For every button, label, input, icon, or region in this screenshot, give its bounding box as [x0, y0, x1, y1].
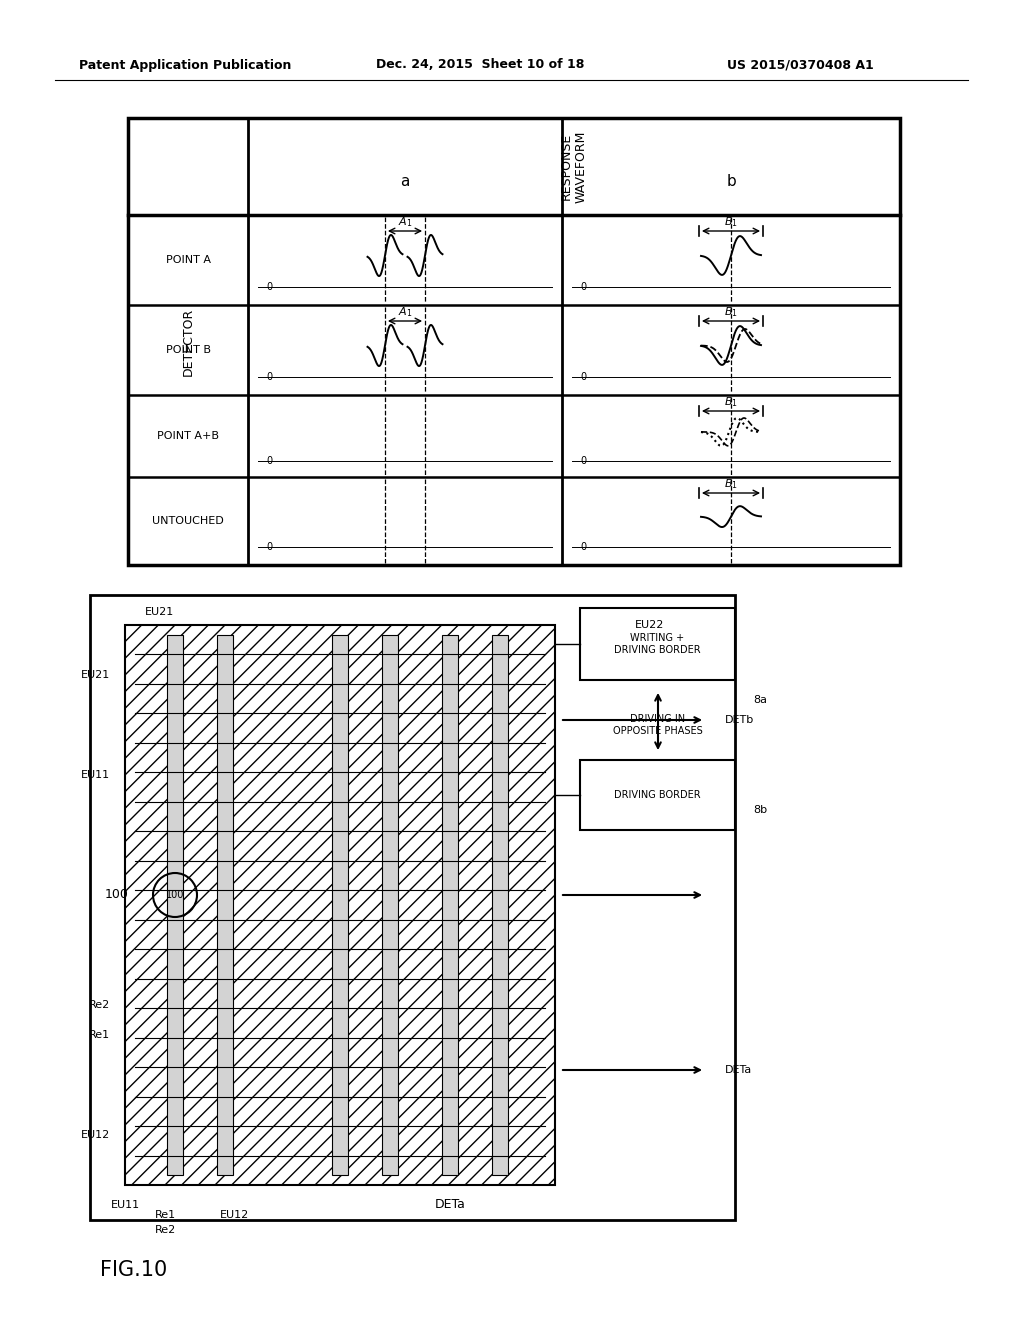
Bar [332, 635, 348, 1175]
Text: EU12: EU12 [81, 1130, 110, 1140]
Text: 0: 0 [266, 372, 272, 381]
Bar [382, 635, 398, 1175]
Text: EU11: EU11 [111, 1200, 139, 1210]
Text: $B_1$: $B_1$ [724, 215, 738, 228]
Text: b: b [726, 174, 736, 189]
Text: 0: 0 [266, 282, 272, 292]
Text: 8b: 8b [753, 805, 767, 814]
Bar [90, 595, 735, 1220]
Bar [442, 635, 458, 1175]
Text: 0: 0 [266, 455, 272, 466]
Text: Patent Application Publication: Patent Application Publication [79, 58, 291, 71]
Text: 0: 0 [266, 543, 272, 552]
Text: Re2: Re2 [155, 1225, 176, 1236]
Text: POINT B: POINT B [166, 345, 211, 355]
Text: Re1: Re1 [155, 1210, 176, 1220]
Text: DETa: DETa [725, 1065, 753, 1074]
Text: WRITING +
DRIVING BORDER: WRITING + DRIVING BORDER [614, 634, 700, 655]
Text: DETECTOR: DETECTOR [181, 308, 195, 376]
Text: EU22: EU22 [635, 620, 665, 630]
Text: Re2: Re2 [89, 1001, 110, 1010]
Text: Re1: Re1 [89, 1030, 110, 1040]
Text: DRIVING BORDER: DRIVING BORDER [614, 789, 700, 800]
Text: EU11: EU11 [81, 770, 110, 780]
Text: 0: 0 [580, 455, 586, 466]
Text: $A_1$: $A_1$ [397, 215, 413, 228]
Text: FIG.10: FIG.10 [100, 1261, 167, 1280]
Text: Dec. 24, 2015  Sheet 10 of 18: Dec. 24, 2015 Sheet 10 of 18 [376, 58, 584, 71]
Text: a: a [400, 174, 410, 189]
Bar [217, 635, 233, 1175]
Bar [580, 609, 735, 680]
Text: DETb: DETb [725, 715, 755, 725]
Text: 100: 100 [105, 888, 129, 902]
Bar [125, 624, 555, 1185]
Text: 0: 0 [580, 282, 586, 292]
Bar [580, 760, 735, 830]
Text: 0: 0 [580, 543, 586, 552]
Bar [167, 635, 183, 1175]
Text: 0: 0 [580, 372, 586, 381]
Text: US 2015/0370408 A1: US 2015/0370408 A1 [727, 58, 873, 71]
Text: POINT A+B: POINT A+B [157, 432, 219, 441]
Text: 8a: 8a [753, 696, 767, 705]
Bar [128, 117, 900, 565]
Text: EU21: EU21 [145, 607, 175, 616]
Text: 100: 100 [166, 890, 184, 900]
Text: EU21: EU21 [81, 671, 110, 680]
Text: $B_1$: $B_1$ [724, 305, 738, 319]
Text: DRIVING IN
OPPOSITE PHASES: DRIVING IN OPPOSITE PHASES [613, 714, 702, 735]
Text: UNTOUCHED: UNTOUCHED [153, 516, 224, 525]
Text: $B_1$: $B_1$ [724, 395, 738, 409]
Bar [492, 635, 508, 1175]
Text: $A_1$: $A_1$ [397, 305, 413, 319]
Text: POINT A: POINT A [166, 255, 211, 265]
Text: $B_1$: $B_1$ [724, 477, 738, 491]
Text: DETa: DETa [434, 1199, 466, 1212]
Text: RESPONSE
WAVEFORM: RESPONSE WAVEFORM [560, 131, 588, 203]
Text: EU12: EU12 [220, 1210, 249, 1220]
